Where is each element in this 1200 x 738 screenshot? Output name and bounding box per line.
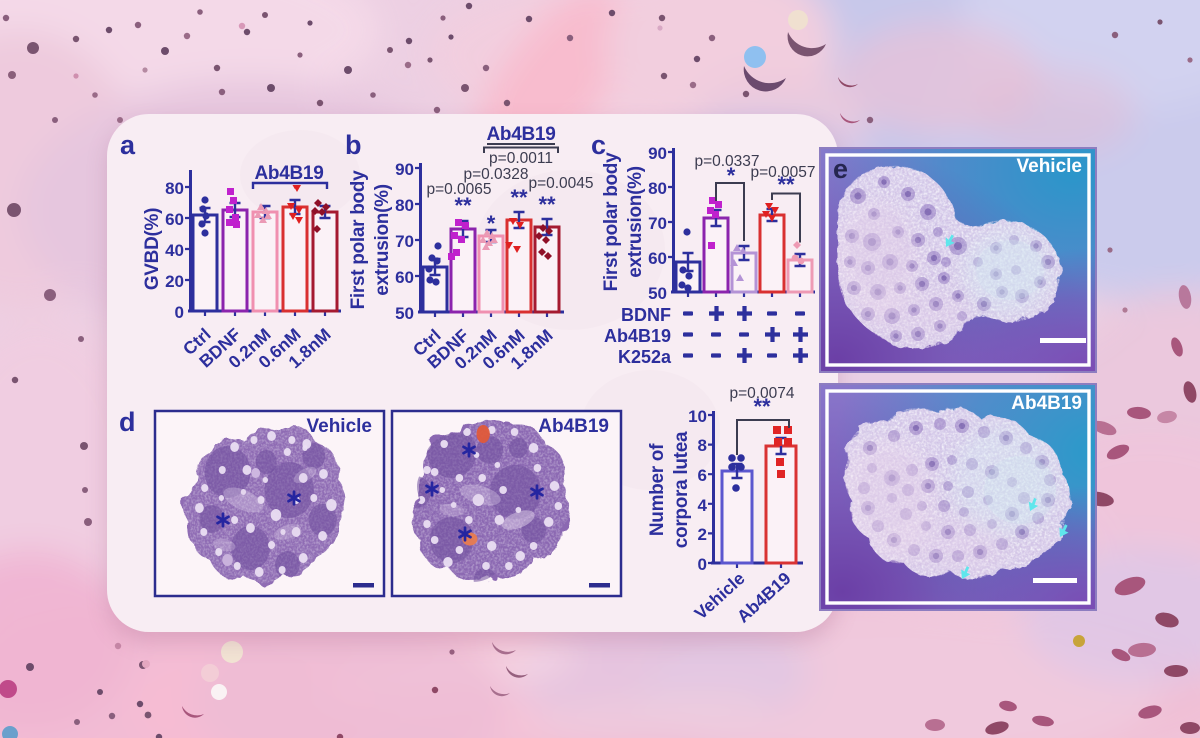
svg-text:extrusion(%): extrusion(%) xyxy=(372,184,393,295)
svg-text:70: 70 xyxy=(395,232,414,251)
svg-text:Ab4B19: Ab4B19 xyxy=(604,326,671,346)
svg-text:20: 20 xyxy=(165,272,184,291)
svg-text:60: 60 xyxy=(165,210,184,229)
svg-text:First polar body: First polar body xyxy=(348,170,369,310)
svg-text:60: 60 xyxy=(648,249,667,268)
svg-text:Ab4B19: Ab4B19 xyxy=(255,163,324,184)
svg-text:p=0.0328: p=0.0328 xyxy=(463,166,528,183)
svg-text:Number of: Number of xyxy=(647,443,668,536)
svg-text:10: 10 xyxy=(688,407,707,426)
svg-text:e: e xyxy=(833,154,848,184)
svg-text:K252a: K252a xyxy=(618,347,672,367)
svg-text:40: 40 xyxy=(165,241,184,260)
svg-text:p=0.0065: p=0.0065 xyxy=(426,181,491,198)
svg-text:0: 0 xyxy=(175,303,184,322)
svg-text:80: 80 xyxy=(648,179,667,198)
svg-text:*: * xyxy=(487,211,496,236)
svg-text:a: a xyxy=(120,130,136,160)
svg-text:**: ** xyxy=(510,185,528,210)
svg-text:50: 50 xyxy=(395,304,414,323)
svg-text:70: 70 xyxy=(648,214,667,233)
svg-text:First polar body: First polar body xyxy=(601,152,622,292)
svg-text:6: 6 xyxy=(698,466,707,485)
svg-text:Vehicle: Vehicle xyxy=(1017,156,1083,177)
svg-text:extrusion(%): extrusion(%) xyxy=(625,166,646,277)
svg-text:BDNF: BDNF xyxy=(621,305,671,325)
svg-text:**: ** xyxy=(454,193,472,218)
svg-text:2: 2 xyxy=(698,525,707,544)
svg-text:8: 8 xyxy=(698,436,707,455)
svg-text:p=0.0074: p=0.0074 xyxy=(729,385,794,402)
svg-text:c: c xyxy=(591,130,606,160)
svg-text:**: ** xyxy=(777,172,795,197)
svg-text:p=0.0011: p=0.0011 xyxy=(489,150,553,167)
svg-text:Ab4B19: Ab4B19 xyxy=(538,416,609,437)
svg-text:0: 0 xyxy=(698,555,707,574)
svg-text:b: b xyxy=(345,130,362,160)
svg-text:*: * xyxy=(727,163,736,188)
svg-text:4: 4 xyxy=(698,496,708,515)
svg-text:**: ** xyxy=(753,394,771,419)
svg-text:**: ** xyxy=(538,192,556,217)
svg-text:50: 50 xyxy=(648,284,667,303)
svg-text:60: 60 xyxy=(395,268,414,287)
svg-text:GVBD(%): GVBD(%) xyxy=(142,208,163,290)
svg-text:90: 90 xyxy=(395,160,414,179)
svg-text:d: d xyxy=(119,407,136,437)
svg-text:p=0.0045: p=0.0045 xyxy=(528,175,593,192)
svg-text:p=0.0337: p=0.0337 xyxy=(694,153,759,170)
svg-text:Ab4B19: Ab4B19 xyxy=(1011,393,1082,414)
svg-text:80: 80 xyxy=(165,179,184,198)
svg-text:90: 90 xyxy=(648,144,667,163)
svg-text:80: 80 xyxy=(395,196,414,215)
svg-text:Ab4B19: Ab4B19 xyxy=(487,124,556,145)
svg-text:Vehicle: Vehicle xyxy=(307,416,373,437)
svg-text:corpora lutea: corpora lutea xyxy=(671,431,692,548)
svg-text:p=0.0057: p=0.0057 xyxy=(750,164,815,181)
